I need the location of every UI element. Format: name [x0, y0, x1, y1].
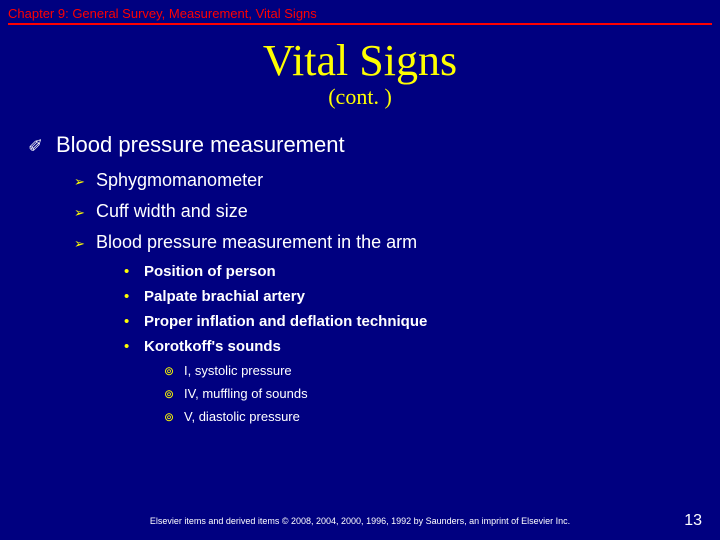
- level2-text: Sphygmomanometer: [96, 170, 263, 191]
- bullet-level4: ⊚ V, diastolic pressure: [164, 409, 720, 424]
- circle-icon: ⊚: [164, 410, 184, 424]
- bullet-level2: ➢ Cuff width and size: [74, 201, 720, 222]
- circle-icon: ⊚: [164, 364, 184, 378]
- arrow-icon: ➢: [74, 236, 96, 252]
- bullet-level3: • Korotkoff's sounds: [124, 338, 720, 355]
- bullet-level4: ⊚ I, systolic pressure: [164, 363, 720, 378]
- header-underline: [8, 23, 712, 25]
- content-area: ✐ Blood pressure measurement ➢ Sphygmoma…: [0, 132, 720, 424]
- level2-text: Blood pressure measurement in the arm: [96, 232, 417, 253]
- level3-text: Palpate brachial artery: [144, 288, 305, 305]
- arrow-icon: ➢: [74, 174, 96, 190]
- level4-text: V, diastolic pressure: [184, 409, 300, 424]
- dot-icon: •: [124, 338, 144, 355]
- pencil-icon: ✐: [28, 136, 56, 157]
- level2-text: Cuff width and size: [96, 201, 248, 222]
- level4-text: IV, muffling of sounds: [184, 386, 308, 401]
- slide-title: Vital Signs: [0, 35, 720, 86]
- slide-subtitle: (cont. ): [0, 84, 720, 110]
- copyright-footer: Elsevier items and derived items © 2008,…: [0, 516, 720, 526]
- bullet-level4: ⊚ IV, muffling of sounds: [164, 386, 720, 401]
- level3-text: Korotkoff's sounds: [144, 338, 281, 355]
- bullet-level3: • Palpate brachial artery: [124, 288, 720, 305]
- level3-text: Proper inflation and deflation technique: [144, 313, 427, 330]
- dot-icon: •: [124, 288, 144, 305]
- bullet-level2: ➢ Sphygmomanometer: [74, 170, 720, 191]
- bullet-level3: • Proper inflation and deflation techniq…: [124, 313, 720, 330]
- chapter-header: Chapter 9: General Survey, Measurement, …: [0, 0, 720, 21]
- dot-icon: •: [124, 263, 144, 280]
- bullet-level2: ➢ Blood pressure measurement in the arm: [74, 232, 720, 253]
- arrow-icon: ➢: [74, 205, 96, 221]
- level1-text: Blood pressure measurement: [56, 132, 345, 158]
- bullet-level3: • Position of person: [124, 263, 720, 280]
- page-number: 13: [684, 512, 702, 530]
- dot-icon: •: [124, 313, 144, 330]
- circle-icon: ⊚: [164, 387, 184, 401]
- level3-text: Position of person: [144, 263, 276, 280]
- bullet-level1: ✐ Blood pressure measurement: [28, 132, 720, 158]
- level4-text: I, systolic pressure: [184, 363, 292, 378]
